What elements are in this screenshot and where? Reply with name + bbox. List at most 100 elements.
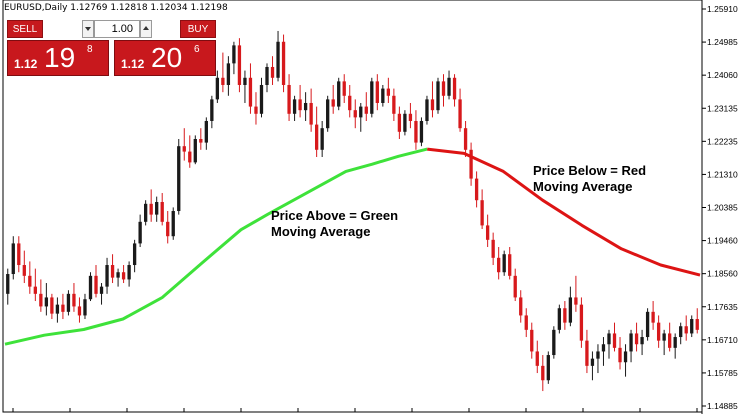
candle-body — [121, 272, 126, 280]
candle-body — [243, 77, 247, 85]
candle — [651, 301, 655, 330]
candle — [39, 279, 43, 312]
candle — [309, 88, 313, 132]
candle — [364, 92, 368, 121]
annotation-red: Price Below = Red Moving Average — [533, 163, 646, 194]
candle — [270, 56, 275, 85]
candle — [353, 99, 357, 129]
candle-body — [386, 88, 391, 96]
candle-body — [568, 297, 573, 323]
red-note-line1: Price Below = Red — [533, 163, 646, 178]
candle — [392, 88, 396, 121]
candle-body — [601, 344, 606, 352]
moving-average-red — [427, 147, 701, 277]
candle — [61, 293, 65, 320]
candle-body — [177, 146, 181, 212]
candle-body — [590, 358, 595, 366]
candle — [403, 110, 407, 136]
candle-body — [353, 110, 357, 118]
price-tick-label: 1.14885 — [707, 401, 738, 411]
sell-button[interactable]: SELL — [7, 20, 43, 38]
price-tick-label: 1.22235 — [707, 136, 738, 146]
candle — [513, 268, 517, 302]
candle-body — [204, 120, 208, 143]
candle-body — [634, 333, 639, 345]
candle-body — [463, 128, 468, 150]
candle — [188, 135, 192, 168]
candle-body — [541, 365, 545, 381]
candle — [55, 297, 60, 323]
moving-average — [4, 147, 701, 346]
lot-decrease-button[interactable] — [82, 20, 94, 38]
candle-body — [276, 41, 280, 78]
candle-body — [110, 265, 115, 278]
candle-body — [618, 347, 622, 363]
price-tick-label: 1.25910 — [707, 4, 738, 14]
candle — [359, 102, 363, 132]
candle-body — [171, 211, 175, 237]
candle — [342, 74, 346, 103]
price-tick-label: 1.17635 — [707, 302, 738, 312]
candle — [607, 329, 611, 359]
candle — [601, 337, 606, 366]
candle-body — [469, 149, 473, 179]
candle-body — [292, 99, 297, 114]
candle — [138, 214, 142, 248]
buy-price-button[interactable]: 1.12 20 6 — [114, 40, 216, 76]
candle — [193, 135, 197, 165]
candle — [497, 247, 501, 280]
candle — [149, 189, 153, 222]
candle — [695, 308, 699, 334]
price-tick-label: 1.20385 — [707, 203, 738, 213]
candle — [215, 70, 220, 103]
buy-price-prefix: 1.12 — [121, 57, 145, 71]
candle — [144, 200, 148, 226]
candle — [232, 41, 236, 75]
candle-body — [519, 297, 523, 316]
candle — [28, 261, 32, 294]
candle-body — [182, 146, 186, 152]
candle — [447, 70, 451, 100]
candle — [535, 340, 539, 374]
candle — [121, 265, 126, 284]
chart-title: EURUSD,Daily 1.12769 1.12818 1.12034 1.1… — [4, 3, 228, 13]
candle — [656, 315, 661, 348]
candle — [320, 120, 324, 157]
candle-body — [44, 297, 49, 307]
candle — [116, 268, 120, 287]
candle — [397, 106, 402, 139]
candle — [166, 211, 170, 244]
buy-button[interactable]: BUY — [180, 20, 216, 38]
candle-body — [66, 293, 71, 312]
candle-body — [375, 81, 379, 103]
sell-price-button[interactable]: 1.12 19 8 — [7, 40, 109, 76]
candle-body — [359, 106, 363, 118]
candle — [248, 63, 253, 114]
candle-body — [656, 322, 661, 341]
candle-body — [254, 106, 258, 114]
candle — [579, 297, 584, 348]
candle — [259, 77, 264, 118]
candle-body — [281, 41, 286, 85]
candle — [171, 207, 175, 240]
candle-body — [430, 99, 435, 111]
price-axis: 1.25910 1.24985 1.24060 1.23135 1.22235 1.213… — [701, 0, 750, 414]
candle — [441, 74, 446, 107]
candle-body — [33, 286, 37, 294]
green-note-line1: Price Above = Green — [271, 208, 398, 223]
candle — [662, 329, 666, 356]
candle-body — [105, 265, 109, 287]
candle — [546, 351, 550, 384]
candle — [6, 268, 10, 305]
lot-increase-button[interactable] — [140, 20, 152, 38]
candle-body — [645, 311, 650, 338]
candle-body — [160, 202, 164, 222]
sell-price-fraction: 8 — [87, 44, 93, 55]
candle-body — [287, 84, 291, 114]
lot-size-field[interactable]: 1.00 — [94, 20, 140, 38]
candle — [508, 247, 512, 280]
candle-body — [17, 243, 21, 266]
candle — [690, 315, 694, 338]
